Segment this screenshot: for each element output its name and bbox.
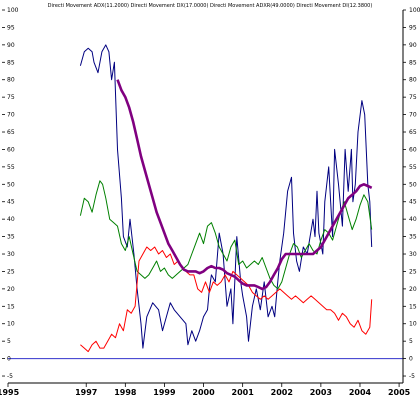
right-y-tick-label: 10	[409, 321, 417, 328]
x-tick-label: 2004	[349, 388, 372, 397]
left-y-tick-label: 0	[7, 356, 11, 363]
right-y-tick-label: 50	[409, 181, 417, 188]
left-y-tick-label: 80	[7, 77, 15, 84]
left-y-tick-label: 50	[7, 181, 15, 188]
right-y-tick-label: 60	[409, 146, 417, 153]
left-y-tick-label: 35	[7, 234, 15, 241]
right-y-tick-label: 45	[409, 199, 417, 206]
series-layer	[8, 44, 403, 360]
right-y-tick-label: 70	[409, 112, 417, 119]
right-y-tick-label: -5	[409, 373, 415, 380]
left-y-tick-label: 60	[7, 146, 15, 153]
right-y-tick-label: 20	[409, 286, 417, 293]
x-tick-label: 2001	[232, 388, 255, 397]
left-y-tick-label: 90	[7, 42, 15, 49]
x-tick-label: 2003	[310, 388, 332, 397]
chart-title: Directi Movement ADX(11.2000) Directi Mo…	[48, 3, 373, 9]
right-y-tick-label: 5	[409, 338, 413, 345]
left-y-tick-label: 45	[7, 199, 15, 206]
x-tick-label: 1995	[0, 388, 20, 397]
left-y-tick-label: 40	[7, 216, 15, 223]
right-y-tick-label: 65	[409, 129, 417, 136]
right-y-tick-label: 35	[409, 234, 417, 241]
x-tick-label: 2005	[388, 388, 411, 397]
left-y-tick-label: 30	[7, 251, 15, 258]
series-line-1	[79, 44, 373, 349]
x-tick-label: 1999	[153, 388, 176, 397]
right-y-tick-label: 55	[409, 164, 417, 171]
left-y-tick-label: 15	[7, 303, 15, 310]
left-y-tick-label: 25	[7, 268, 15, 275]
right-y-tick-label: 100	[409, 7, 420, 14]
series-line-2	[79, 180, 373, 290]
left-y-tick-label: 10	[7, 321, 15, 328]
right-y-tick-label: 30	[409, 251, 417, 258]
right-y-tick-label: 25	[409, 268, 417, 275]
right-y-tick-label: 40	[409, 216, 417, 223]
left-y-tick-label: 95	[7, 24, 15, 31]
left-y-tick-label: -5	[7, 373, 13, 380]
series-line-3	[80, 246, 373, 353]
right-y-tick-label: 75	[409, 94, 417, 101]
left-y-tick-label: 100	[7, 7, 19, 14]
left-y-tick-label: 85	[7, 59, 15, 66]
left-y-tick-label: 75	[7, 94, 15, 101]
left-y-tick-label: 5	[7, 338, 11, 345]
right-y-tick-label: 80	[409, 77, 417, 84]
x-tick-label: 2002	[271, 388, 293, 397]
x-tick-label: 2000	[192, 388, 215, 397]
right-y-tick-label: 85	[409, 59, 417, 66]
left-y-tick-label: 70	[7, 112, 15, 119]
right-y-tick-label: 90	[409, 42, 417, 49]
x-tick-label: 1998	[114, 388, 137, 397]
right-y-tick-label: 0	[409, 356, 413, 363]
left-y-tick-label: 20	[7, 286, 15, 293]
left-y-tick-label: 65	[7, 129, 15, 136]
right-y-tick-label: 15	[409, 303, 417, 310]
series-line-4	[116, 79, 373, 291]
left-y-tick-label: 55	[7, 164, 15, 171]
x-tick-label: 1997	[75, 388, 97, 397]
right-y-tick-label: 95	[409, 24, 417, 31]
